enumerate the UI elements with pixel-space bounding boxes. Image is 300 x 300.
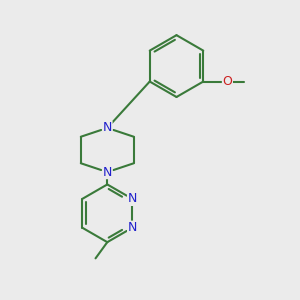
Text: O: O — [223, 75, 232, 88]
Text: N: N — [103, 166, 112, 178]
Text: N: N — [128, 192, 137, 206]
Text: N: N — [128, 221, 137, 234]
Text: N: N — [103, 122, 112, 134]
